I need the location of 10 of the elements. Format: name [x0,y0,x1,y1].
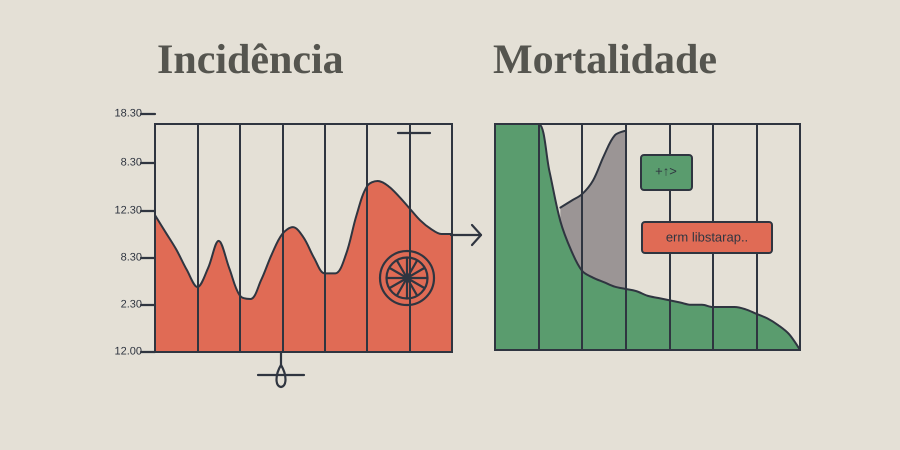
chart-title: Incidência [157,37,344,83]
text: 12.30 [114,204,142,218]
chart-title: Mortalidade [493,37,717,83]
annotation: erm libstarap.. [666,230,748,246]
text: 2.30 [120,298,142,312]
text: 8.30 [120,156,142,170]
text: 8.30 [120,252,142,264]
text: 12.00 [114,346,142,358]
annotation: +↑> [655,164,677,180]
text: 18.30 [114,108,142,120]
